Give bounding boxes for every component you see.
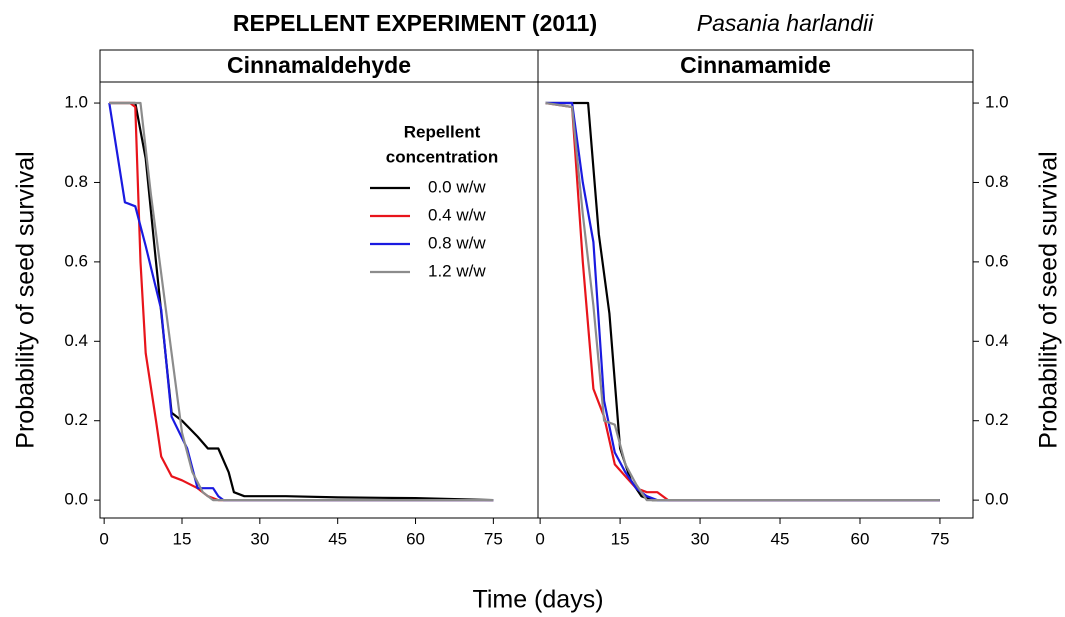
series-line bbox=[545, 101, 940, 502]
y-tick-label: 0.4 bbox=[985, 331, 1009, 350]
legend-label: 1.2 w/w bbox=[428, 261, 486, 280]
y-tick-label: 1.0 bbox=[985, 93, 1009, 112]
plot-frame bbox=[537, 81, 974, 519]
y-tick-label: 0.2 bbox=[64, 410, 88, 429]
series-line bbox=[545, 101, 940, 502]
chart-title: REPELLENT EXPERIMENT (2011) bbox=[233, 10, 597, 36]
x-tick-label: 45 bbox=[771, 529, 790, 548]
x-tick-label: 0 bbox=[535, 529, 544, 548]
x-tick-label: 60 bbox=[406, 529, 425, 548]
y-tick-label: 0.6 bbox=[985, 251, 1009, 270]
legend-label: 0.0 w/w bbox=[428, 177, 486, 196]
y-tick-label: 0.2 bbox=[985, 410, 1009, 429]
series-line bbox=[545, 101, 940, 502]
y-axis-label: Probability of seed survival bbox=[1035, 151, 1063, 448]
chart-subtitle: Pasania harlandii bbox=[697, 10, 874, 36]
x-axis-label: Time (days) bbox=[472, 586, 603, 614]
series-line bbox=[109, 101, 494, 502]
y-tick-label: 0.4 bbox=[64, 331, 88, 350]
series-line bbox=[109, 101, 494, 502]
y-axis-label: Probability of seed survival bbox=[12, 151, 40, 448]
series-line bbox=[545, 101, 940, 502]
x-tick-label: 0 bbox=[99, 529, 108, 548]
x-tick-label: 15 bbox=[173, 529, 192, 548]
panel-header bbox=[537, 49, 974, 83]
y-tick-label: 0.8 bbox=[64, 172, 88, 191]
x-tick-label: 30 bbox=[250, 529, 269, 548]
legend-title: concentration bbox=[386, 147, 498, 166]
panel-header bbox=[99, 49, 539, 83]
y-tick-label: 0.6 bbox=[64, 251, 88, 270]
x-tick-label: 75 bbox=[484, 529, 503, 548]
panel-title: Cinnamaldehyde bbox=[227, 52, 411, 78]
series-line bbox=[108, 102, 494, 502]
y-tick-label: 0.0 bbox=[64, 490, 88, 509]
x-tick-label: 75 bbox=[930, 529, 949, 548]
panel-title: Cinnamamide bbox=[680, 52, 831, 78]
x-tick-label: 15 bbox=[611, 529, 630, 548]
legend-label: 0.8 w/w bbox=[428, 233, 486, 252]
x-tick-label: 45 bbox=[328, 529, 347, 548]
legend-label: 0.4 w/w bbox=[428, 205, 486, 224]
legend-title: Repellent bbox=[404, 122, 481, 141]
y-tick-label: 1.0 bbox=[64, 93, 88, 112]
x-tick-label: 30 bbox=[691, 529, 710, 548]
y-tick-label: 0.0 bbox=[985, 490, 1009, 509]
x-tick-label: 60 bbox=[851, 529, 870, 548]
y-tick-label: 0.8 bbox=[985, 172, 1009, 191]
